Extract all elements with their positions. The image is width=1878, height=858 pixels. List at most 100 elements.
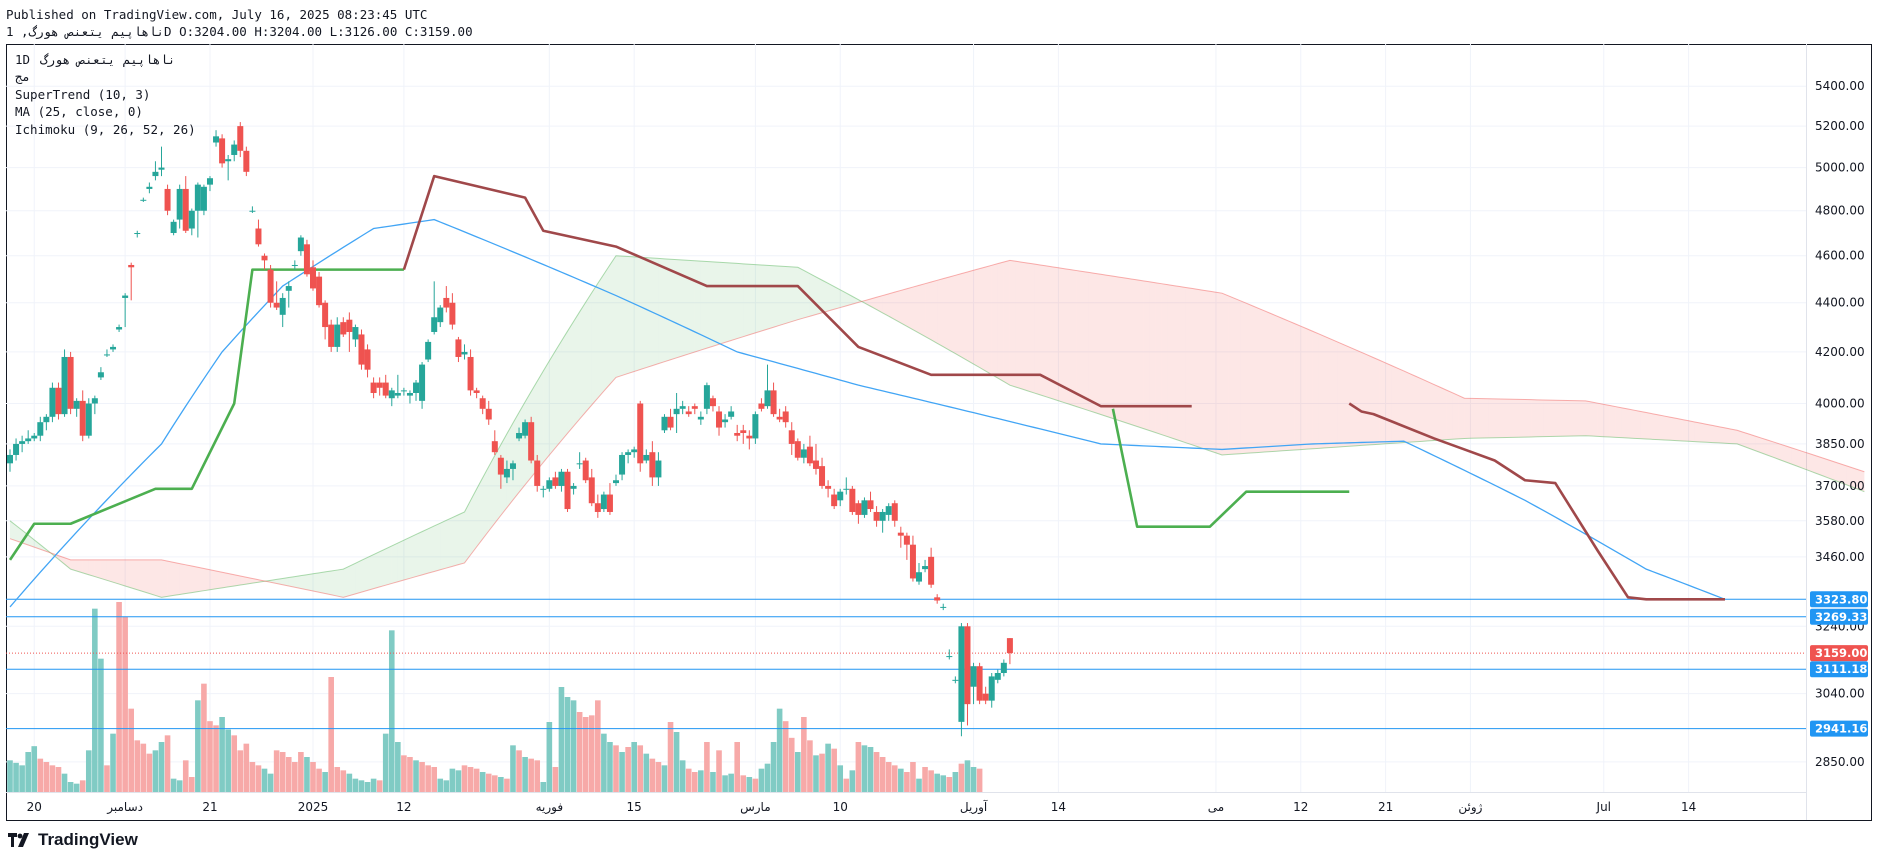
candle [261, 253, 268, 270]
price-chart[interactable]: 5400.00 5200.00 5000.00 4800.00 4600.00 4400.… [0, 0, 1878, 822]
cloud-segment [1082, 271, 1089, 411]
candle [934, 594, 941, 604]
candle [382, 374, 389, 399]
price-tick-label: 4000.00 [1815, 397, 1865, 411]
cloud-segment [1494, 398, 1501, 438]
candle-body [97, 372, 104, 378]
volume-bar [146, 753, 153, 792]
horizontal-line-label: 3269.33 [1810, 608, 1868, 625]
candle [516, 427, 523, 442]
price-tag-text: 3111.18 [1815, 662, 1867, 676]
volume-bar [467, 767, 474, 792]
cloud-segment [106, 559, 114, 583]
candle-body [594, 503, 601, 512]
candle [194, 182, 201, 238]
cloud-segment [167, 561, 174, 597]
legend-ichimoku[interactable]: Ichimoku (9, 26, 52, 26) [15, 122, 196, 137]
horizontal-line-label: 3111.18 [1810, 661, 1868, 678]
volume-bar [37, 758, 44, 792]
cloud-segment [597, 274, 604, 399]
cloud-segment [1149, 281, 1156, 433]
candle [988, 672, 995, 708]
cloud-segment [185, 564, 192, 594]
volume-bar [916, 778, 922, 792]
cloud-segment [131, 559, 138, 590]
footer-brand: TradingView [38, 830, 138, 849]
candle [279, 293, 286, 328]
cloud-segment [494, 444, 501, 524]
cloud-segment [258, 579, 265, 583]
candle-body [194, 184, 201, 211]
volume-bar [340, 770, 347, 792]
candle [928, 547, 935, 588]
cloud-segment [1555, 400, 1562, 437]
volume-bar [667, 722, 674, 792]
candle-body [631, 449, 638, 453]
volume-bar [558, 687, 565, 792]
legend-ma[interactable]: MA (25, close, 0) [15, 104, 143, 119]
volume-bar [752, 778, 759, 792]
cloud-segment [1288, 321, 1295, 451]
price-tick-label: 4800.00 [1815, 204, 1865, 218]
candle-body [79, 400, 86, 436]
volume-bar [140, 743, 147, 792]
cloud-segment [506, 423, 513, 508]
cloud-segment [1603, 404, 1610, 438]
candle [103, 349, 110, 357]
candle-body [958, 626, 965, 722]
candle [685, 406, 692, 417]
candle-body [352, 327, 359, 340]
volume-bar [891, 765, 898, 792]
cloud-segment [555, 341, 562, 448]
volume-bar [770, 742, 777, 792]
cloud-segment [416, 531, 423, 577]
cloud-segment [179, 563, 186, 595]
volume-bar [813, 755, 819, 792]
cloud-segment [1470, 398, 1477, 439]
candle-body [976, 666, 983, 701]
candle [334, 317, 341, 352]
cloud-segment [1397, 368, 1404, 443]
candle [819, 457, 826, 489]
cloud-segment [622, 256, 629, 376]
candle-body [546, 480, 553, 489]
cloud-segment [537, 371, 544, 470]
candle-body [237, 126, 244, 151]
supertrend-down-line [402, 174, 1192, 408]
candle [85, 398, 92, 439]
candle [146, 182, 153, 194]
cloud-segment [143, 559, 150, 594]
cloud-segment [591, 283, 598, 405]
candle-body [91, 398, 98, 404]
cloud-segment [1428, 381, 1435, 441]
cloud-segment [1106, 275, 1113, 419]
candle-body [788, 430, 795, 444]
volume-bar [110, 733, 116, 792]
volume-bar [128, 708, 134, 792]
legend-supertrend[interactable]: SuperTrend (10, 3) [15, 87, 150, 102]
cloud-segment [634, 256, 641, 372]
candle-body [982, 693, 989, 701]
cloud-segment [1191, 288, 1198, 447]
candle-body [613, 480, 619, 484]
cloud-segment [349, 563, 356, 596]
candle-body [25, 438, 32, 442]
volume-bar [958, 763, 965, 792]
candle [61, 349, 68, 417]
time-tick-label: می [1208, 800, 1224, 814]
cloud-segment [791, 266, 798, 322]
cloud-segment [797, 267, 804, 320]
cloud-segment [1015, 261, 1023, 390]
candle [152, 161, 159, 181]
candle-body [522, 422, 529, 436]
candle [649, 441, 656, 486]
cloud-segment [1634, 410, 1641, 439]
cloud-segment [719, 262, 726, 345]
cloud-segment [567, 321, 574, 434]
candle [406, 390, 413, 404]
candle [643, 449, 650, 464]
cloud-segment [1561, 400, 1568, 437]
volume-bar [443, 780, 450, 792]
volume-bar [346, 773, 353, 792]
candle-body [782, 411, 789, 423]
